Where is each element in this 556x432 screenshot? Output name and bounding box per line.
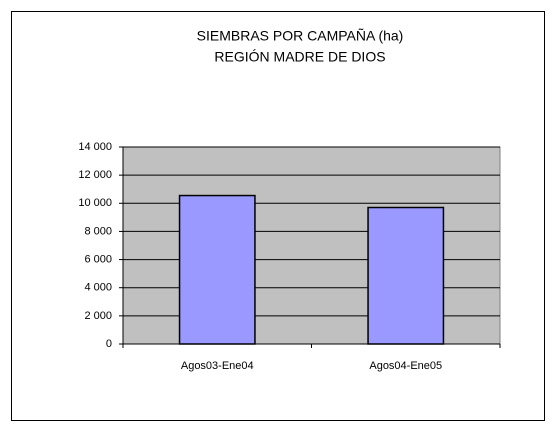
y-tick-label: 14 000 bbox=[78, 141, 112, 153]
y-tick-label: 0 bbox=[106, 338, 112, 350]
bar bbox=[367, 206, 445, 345]
y-tick-label: 4 000 bbox=[84, 282, 112, 294]
y-tick-label: 8 000 bbox=[84, 225, 112, 237]
y-tick-label: 12 000 bbox=[78, 169, 112, 181]
y-tick-label: 2 000 bbox=[84, 310, 112, 322]
y-tick-label: 10 000 bbox=[78, 197, 112, 209]
x-tick-label: Agos03-Ene04 bbox=[181, 360, 254, 372]
chart-subtitle: REGIÓN MADRE DE DIOS bbox=[214, 49, 385, 65]
x-tick-label: Agos04-Ene05 bbox=[369, 360, 442, 372]
chart-title: SIEMBRAS POR CAMPAÑA (ha) bbox=[197, 28, 404, 44]
y-tick-label: 6 000 bbox=[84, 253, 112, 265]
bar bbox=[178, 194, 256, 345]
